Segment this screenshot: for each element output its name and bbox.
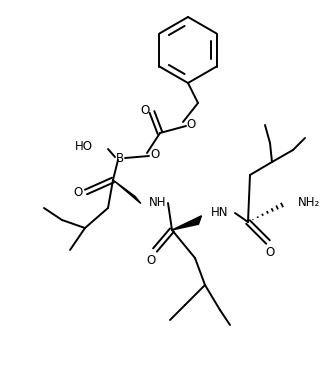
Text: O: O [265,245,274,259]
Text: HN: HN [211,207,229,219]
Text: O: O [141,103,150,116]
Text: O: O [73,185,82,199]
Polygon shape [113,180,141,204]
Polygon shape [172,216,201,230]
Text: O: O [150,149,160,161]
Text: O: O [186,118,196,130]
Text: NH: NH [149,195,167,209]
Text: HO: HO [75,140,93,154]
Text: B: B [116,151,124,164]
Text: O: O [146,253,156,267]
Text: NH₂: NH₂ [298,197,320,209]
